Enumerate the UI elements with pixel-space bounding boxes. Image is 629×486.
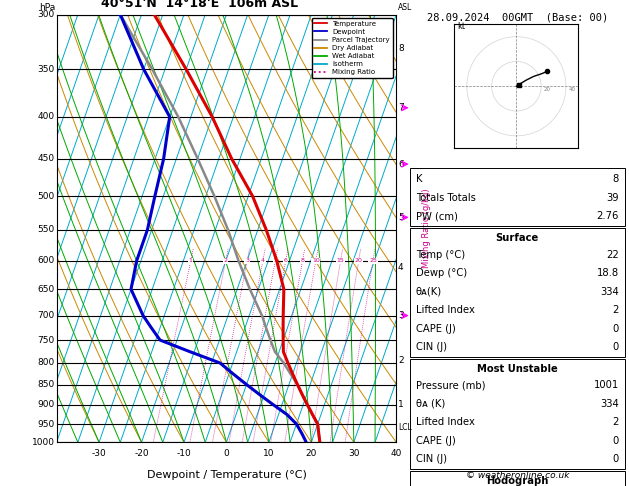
Bar: [410, 359, 625, 469]
Text: 0: 0: [613, 454, 619, 464]
Text: 4: 4: [398, 263, 404, 272]
Text: Temp (°C): Temp (°C): [416, 250, 465, 260]
Text: CIN (J): CIN (J): [416, 454, 447, 464]
Text: 22: 22: [606, 250, 619, 260]
Text: 5: 5: [398, 213, 404, 222]
Text: 0: 0: [613, 324, 619, 333]
Text: 10: 10: [312, 258, 320, 263]
Text: 800: 800: [38, 359, 55, 367]
Text: 1: 1: [398, 399, 404, 409]
Text: Surface: Surface: [496, 233, 539, 243]
Text: 500: 500: [38, 191, 55, 201]
Text: 18.8: 18.8: [597, 268, 619, 278]
Text: LCL: LCL: [398, 423, 412, 432]
Text: Dewpoint / Temperature (°C): Dewpoint / Temperature (°C): [147, 470, 306, 480]
Text: 20: 20: [543, 87, 550, 92]
Text: Pressure (mb): Pressure (mb): [416, 381, 485, 390]
Text: 334: 334: [600, 287, 619, 296]
Text: PW (cm): PW (cm): [416, 211, 458, 221]
Text: 28.09.2024  00GMT  (Base: 00): 28.09.2024 00GMT (Base: 00): [426, 12, 608, 22]
Text: Mixing Ratio (g/kg): Mixing Ratio (g/kg): [422, 189, 431, 268]
Text: 600: 600: [38, 256, 55, 265]
Text: 2: 2: [613, 305, 619, 315]
Text: 400: 400: [38, 112, 55, 122]
Text: 8: 8: [613, 174, 619, 184]
Text: 1: 1: [189, 258, 192, 263]
Legend: Temperature, Dewpoint, Parcel Trajectory, Dry Adiabat, Wet Adiabat, Isotherm, Mi: Temperature, Dewpoint, Parcel Trajectory…: [311, 18, 392, 78]
Text: Lifted Index: Lifted Index: [416, 305, 475, 315]
Text: 1000: 1000: [32, 438, 55, 447]
Text: 2: 2: [224, 258, 228, 263]
Text: 1001: 1001: [594, 381, 619, 390]
Text: -30: -30: [92, 449, 106, 458]
Text: 750: 750: [38, 335, 55, 345]
Text: 3: 3: [398, 311, 404, 320]
Text: θᴀ (K): θᴀ (K): [416, 399, 445, 409]
Text: CIN (J): CIN (J): [416, 342, 447, 352]
Text: 40: 40: [569, 87, 576, 92]
Text: 0: 0: [613, 436, 619, 446]
Text: 900: 900: [38, 400, 55, 409]
Text: 25: 25: [369, 258, 377, 263]
Text: 40: 40: [391, 449, 402, 458]
Text: 2: 2: [613, 417, 619, 427]
Text: CAPE (J): CAPE (J): [416, 324, 455, 333]
Text: 30: 30: [348, 449, 360, 458]
Text: 0: 0: [223, 449, 230, 458]
Text: 6: 6: [398, 159, 404, 169]
Text: 7: 7: [398, 104, 404, 112]
Text: Most Unstable: Most Unstable: [477, 364, 558, 374]
Text: Hodograph: Hodograph: [486, 476, 548, 486]
Text: © weatheronline.co.uk: © weatheronline.co.uk: [465, 471, 569, 480]
Text: 8: 8: [301, 258, 304, 263]
Text: 550: 550: [38, 226, 55, 234]
Text: 2.76: 2.76: [596, 211, 619, 221]
Text: kt: kt: [457, 22, 465, 31]
Text: 40°51'N  14°18'E  106m ASL: 40°51'N 14°18'E 106m ASL: [101, 0, 298, 10]
Text: Dewp (°C): Dewp (°C): [416, 268, 467, 278]
Text: 700: 700: [38, 311, 55, 320]
Text: 350: 350: [38, 65, 55, 74]
Text: 6: 6: [284, 258, 287, 263]
Text: 0: 0: [613, 342, 619, 352]
Text: 20: 20: [355, 258, 363, 263]
Text: 334: 334: [600, 399, 619, 409]
Text: 15: 15: [337, 258, 345, 263]
Text: CAPE (J): CAPE (J): [416, 436, 455, 446]
Text: -20: -20: [134, 449, 149, 458]
Text: 450: 450: [38, 154, 55, 163]
Text: 850: 850: [38, 380, 55, 389]
Text: -10: -10: [177, 449, 191, 458]
Text: K: K: [416, 174, 422, 184]
Text: Totals Totals: Totals Totals: [416, 193, 476, 203]
Text: 950: 950: [38, 419, 55, 429]
Text: 2: 2: [398, 356, 404, 365]
Text: 300: 300: [38, 10, 55, 19]
Bar: [410, 228, 625, 357]
Text: 20: 20: [306, 449, 317, 458]
Text: km
ASL: km ASL: [398, 0, 412, 13]
Text: 4: 4: [261, 258, 265, 263]
Bar: [410, 471, 625, 486]
Text: 650: 650: [38, 285, 55, 294]
Text: hPa: hPa: [38, 3, 55, 13]
Bar: [410, 168, 625, 226]
Text: 39: 39: [606, 193, 619, 203]
Text: Lifted Index: Lifted Index: [416, 417, 475, 427]
Text: 5: 5: [274, 258, 277, 263]
Text: 10: 10: [263, 449, 275, 458]
Text: 8: 8: [398, 44, 404, 53]
Text: 3: 3: [245, 258, 249, 263]
Text: θᴀ(K): θᴀ(K): [416, 287, 442, 296]
